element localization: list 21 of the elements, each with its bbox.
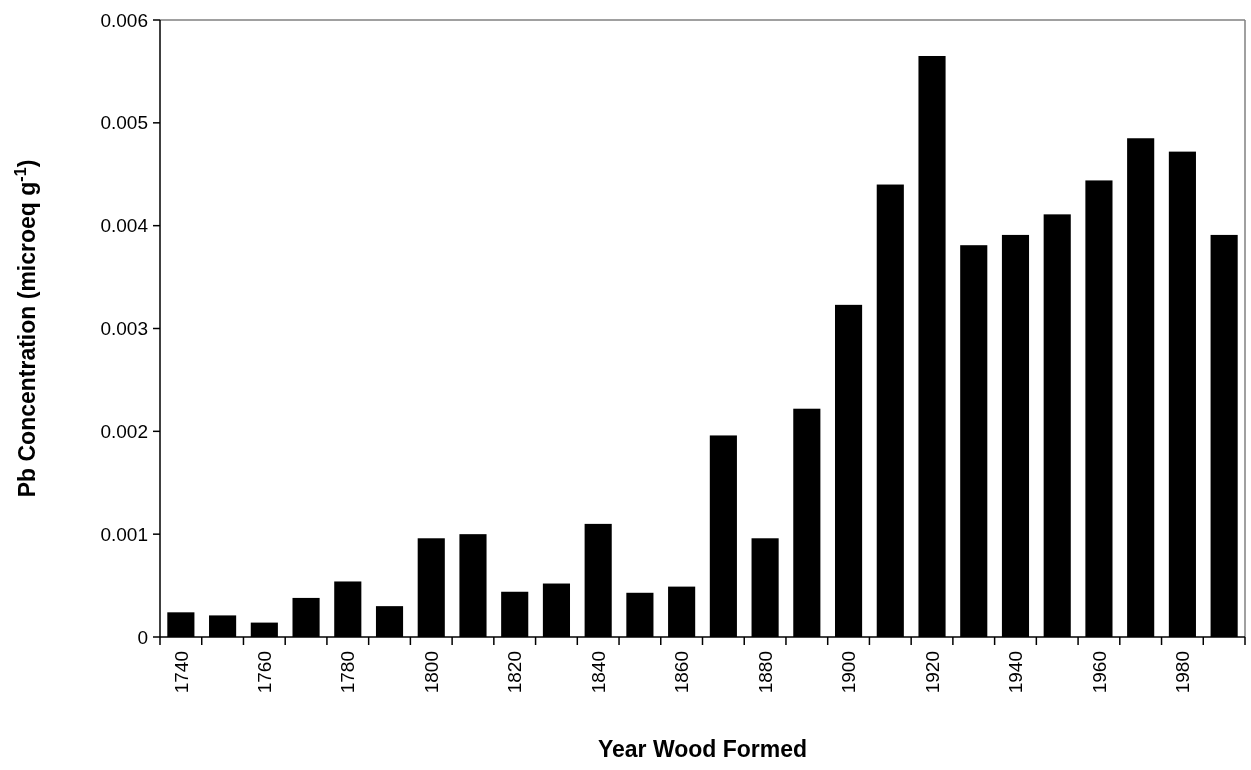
x-tick-label: 1780	[337, 651, 359, 694]
y-tick-label: 0.004	[100, 215, 149, 237]
y-tick-label: 0.001	[100, 523, 148, 545]
y-tick-label: 0.002	[100, 420, 148, 442]
x-tick-label: 1820	[504, 651, 526, 694]
x-tick-label: 1980	[1172, 651, 1194, 694]
x-tick-label: 1860	[671, 651, 693, 694]
y-tick-label: 0	[137, 626, 148, 648]
y-tick-label: 0.005	[100, 112, 148, 134]
x-tick-label: 1940	[1005, 651, 1027, 694]
x-tick-label: 1880	[754, 651, 776, 694]
x-tick-label: 1760	[253, 651, 275, 694]
x-tick-label: 1920	[921, 651, 943, 694]
y-tick-label: 0.006	[100, 9, 148, 31]
x-axis-title: Year Wood Formed	[597, 736, 808, 762]
x-tick-label: 1900	[838, 651, 860, 694]
y-tick-label: 0.003	[100, 318, 148, 340]
x-tick-label: 1800	[420, 651, 442, 694]
x-tick-label: 1840	[587, 651, 609, 694]
x-tick-label: 1740	[170, 651, 192, 694]
x-tick-label: 1960	[1088, 651, 1110, 694]
